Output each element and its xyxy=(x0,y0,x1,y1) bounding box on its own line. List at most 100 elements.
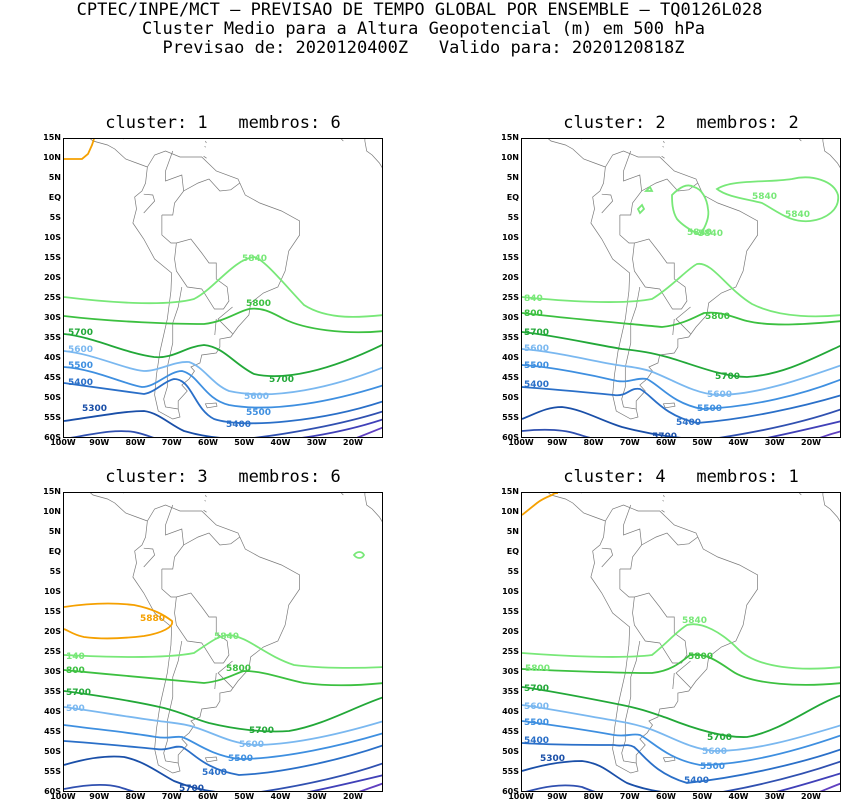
contour-label: 5700 xyxy=(707,733,732,743)
contour-line xyxy=(70,410,382,437)
lat-tick-label: 20S xyxy=(44,273,61,282)
contour-label: 5500 xyxy=(697,404,722,414)
lat-tick-label: 40S xyxy=(502,353,519,362)
contour-label: 5800 xyxy=(688,652,713,662)
contour-line xyxy=(64,333,382,377)
lat-tick-label: 5N xyxy=(506,527,519,536)
coastline-segment xyxy=(799,493,802,496)
panel-title-cluster-2: cluster: 2 membros: 2 xyxy=(563,113,799,133)
lat-tick-label: 30S xyxy=(502,667,519,676)
coastline-segment xyxy=(619,569,688,664)
lon-tick-label: 30W xyxy=(306,792,327,801)
lat-tick-label: 15N xyxy=(501,133,519,142)
contour-label: 5500 xyxy=(246,408,271,418)
contour-line xyxy=(522,408,840,437)
contour-line xyxy=(522,623,840,670)
main-title-line-1: CPTEC/INPE/MCT — PREVISAO DE TEMPO GLOBA… xyxy=(76,0,763,20)
contour-layer xyxy=(522,176,840,437)
lat-tick-label: 35S xyxy=(44,333,61,342)
lon-tick-label: 20W xyxy=(801,438,821,447)
lat-tick-label: 35S xyxy=(44,687,61,696)
lat-tick-label: 50S xyxy=(502,393,519,402)
coastline-segment xyxy=(90,493,148,522)
coastline-segment xyxy=(601,193,614,214)
lat-tick-label: 5N xyxy=(48,173,61,182)
contour-label: 5800 xyxy=(246,299,271,309)
contour-line xyxy=(522,704,840,752)
coastline-segment xyxy=(143,547,156,568)
lat-tick-label: EQ xyxy=(48,193,61,202)
contour-label: 840 xyxy=(524,294,543,304)
coastline-segment xyxy=(165,504,184,546)
contour-line xyxy=(776,772,840,791)
lat-tick-label: EQ xyxy=(506,193,519,202)
lon-tick-label: 100W xyxy=(508,438,534,447)
contour-line xyxy=(522,311,840,328)
lat-tick-label: 10N xyxy=(501,153,519,162)
lat-tick-label: 5S xyxy=(507,567,519,576)
lat-tick-label: 45S xyxy=(44,373,61,382)
coastline-segment xyxy=(132,504,300,774)
lat-tick-label: 60S xyxy=(44,787,61,796)
contour-line xyxy=(522,331,840,378)
lat-tick-label: 15S xyxy=(44,253,61,262)
contour-line xyxy=(352,551,366,559)
contour-label: 5600 xyxy=(707,390,732,400)
coastline-segment xyxy=(341,139,344,142)
lon-tick-label: 40W xyxy=(270,792,291,801)
lon-tick-label: 100W xyxy=(50,792,76,801)
lon-tick-label: 100W xyxy=(508,792,534,801)
coastline-segment xyxy=(675,660,691,689)
contour-label: 5700 xyxy=(269,375,294,385)
lat-tick-label: 5N xyxy=(506,173,519,182)
coastline-segment xyxy=(672,672,675,690)
contour-line xyxy=(819,430,840,437)
lat-tick-label: 15S xyxy=(502,607,519,616)
coastline-layer xyxy=(90,139,382,420)
contour-line xyxy=(522,406,682,437)
lat-tick-label: 30S xyxy=(44,667,61,676)
contour-line xyxy=(64,706,382,746)
map-panel-cluster-1: 5840 5800 5700 5700 5600 5600 5500 5500 5400 5400… xyxy=(63,138,383,438)
lat-tick-label: 15S xyxy=(44,607,61,616)
coastline-segment xyxy=(662,756,676,763)
lon-tick-label: 40W xyxy=(270,438,291,447)
lat-tick-label: 55S xyxy=(44,767,61,776)
contour-line xyxy=(522,653,840,686)
lon-tick-label: 30W xyxy=(764,438,785,447)
contour-line xyxy=(356,426,382,437)
lat-tick-label: 20S xyxy=(502,627,519,636)
contour-label: 5700 xyxy=(179,784,204,792)
contour-label: 800 xyxy=(524,309,543,319)
lat-tick-label: 60S xyxy=(502,787,519,796)
lat-tick-label: 10N xyxy=(501,507,519,516)
coastline-segment xyxy=(90,139,148,168)
contour-line xyxy=(715,176,839,223)
coastline-segment xyxy=(623,150,642,192)
contour-line xyxy=(309,774,382,791)
lat-tick-label: 55S xyxy=(502,413,519,422)
lat-tick-label: 35S xyxy=(502,333,519,342)
coastline-segment xyxy=(161,532,241,570)
coastline-segment xyxy=(623,504,642,546)
lat-tick-label: 10N xyxy=(43,153,61,162)
contour-label: 5300 xyxy=(540,754,565,764)
panel-title-cluster-1: cluster: 1 membros: 6 xyxy=(105,113,341,133)
contour-line xyxy=(64,762,382,791)
lat-tick-label: EQ xyxy=(506,547,519,556)
contour-line xyxy=(819,782,840,791)
lon-tick-label: 70W xyxy=(619,792,640,801)
contour-label: 5400 xyxy=(202,768,227,778)
lat-tick-label: 55S xyxy=(502,767,519,776)
coastline-segment xyxy=(163,286,183,410)
coastline-segment xyxy=(143,193,156,214)
contour-label: 5400 xyxy=(524,736,549,746)
contour-layer xyxy=(522,493,840,791)
coastline-layer xyxy=(548,493,840,774)
contour-line xyxy=(64,740,382,776)
lon-tick-label: 70W xyxy=(161,792,182,801)
coastline-segment xyxy=(548,139,606,168)
contour-line xyxy=(64,602,174,640)
lat-tick-label: 5N xyxy=(48,527,61,536)
lat-tick-label: 30S xyxy=(44,313,61,322)
